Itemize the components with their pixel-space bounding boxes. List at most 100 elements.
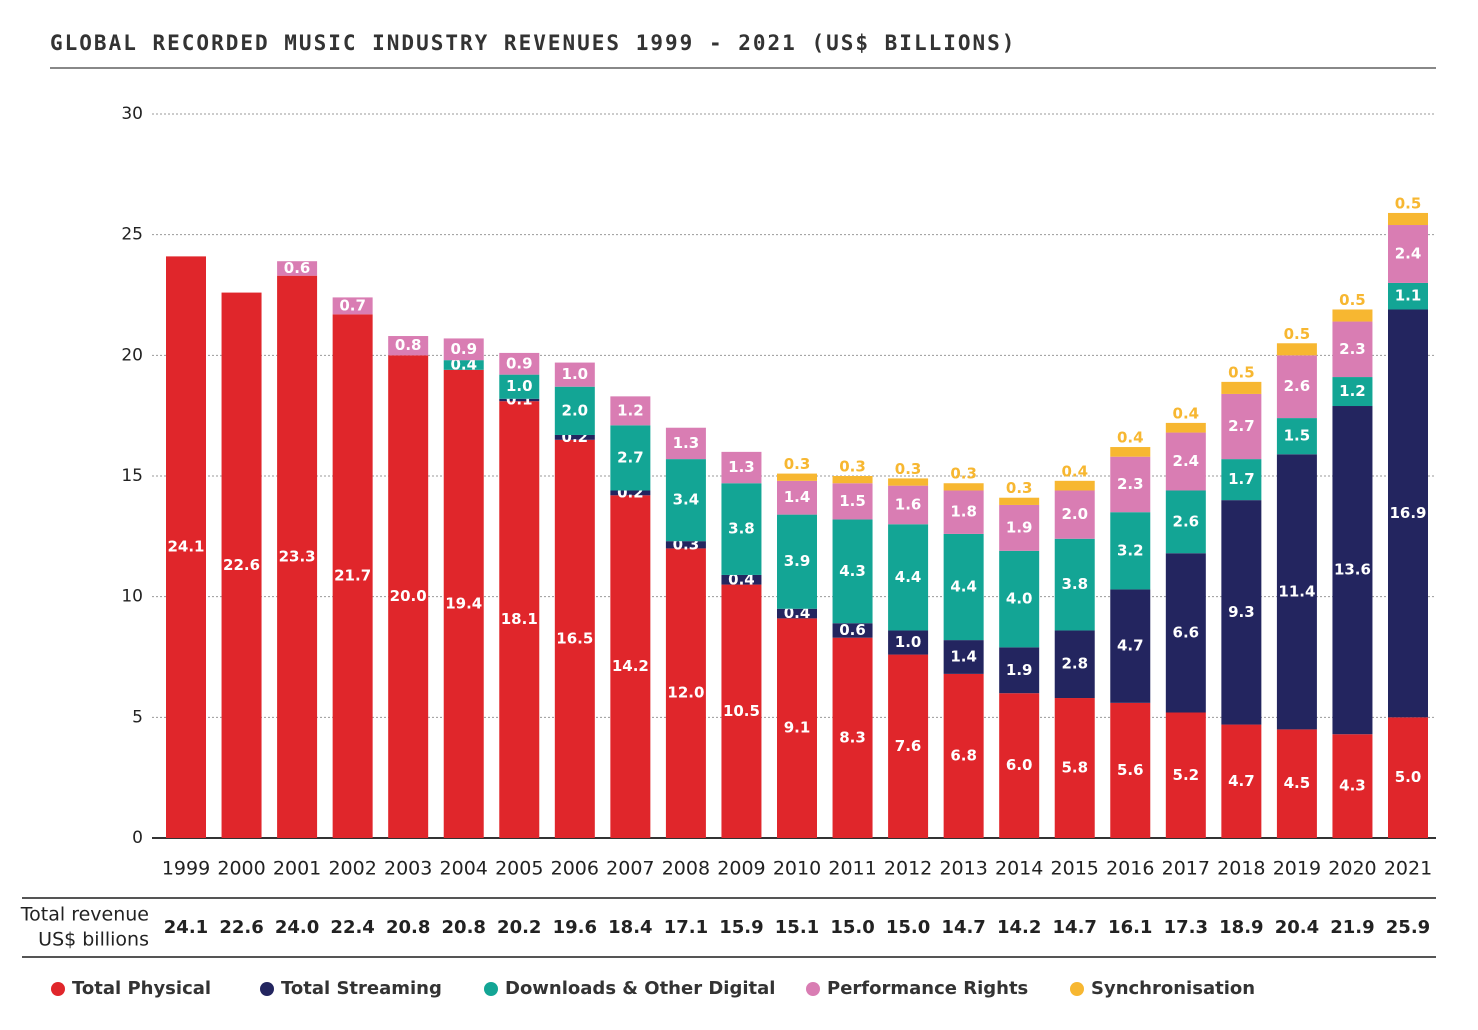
total-label: 18.4 — [608, 917, 652, 938]
bar-segment — [943, 673, 984, 838]
data-label: 6.0 — [1006, 756, 1033, 774]
bar-segment — [777, 618, 817, 838]
x-tick-label: 2015 — [1051, 858, 1099, 880]
bar-segment — [943, 490, 984, 534]
total-label: 24.1 — [164, 917, 208, 938]
total-label: 20.8 — [442, 917, 486, 938]
data-label: 1.4 — [950, 648, 977, 666]
bar-segment — [1054, 490, 1095, 539]
data-label: 2.6 — [1173, 512, 1200, 530]
data-label: 0.6 — [284, 259, 311, 277]
bar-segment — [1221, 393, 1262, 460]
bar-segment — [1054, 630, 1095, 699]
data-label: 0.4 — [1061, 462, 1088, 480]
bar-segment — [1276, 418, 1317, 455]
bar-segment — [1276, 355, 1317, 419]
data-label: 3.8 — [728, 520, 755, 538]
data-label: 0.3 — [839, 458, 866, 476]
totals-label: US$ billions — [38, 929, 149, 951]
data-label: 0.3 — [950, 465, 977, 483]
data-label: 4.7 — [1117, 637, 1144, 655]
data-label: 18.1 — [501, 610, 538, 628]
x-tick-label: 2009 — [717, 858, 765, 880]
data-label: 0.7 — [339, 296, 366, 314]
bar-segment — [554, 386, 595, 435]
data-label: 6.6 — [1173, 623, 1200, 641]
bar-segment — [1165, 490, 1206, 554]
bar-segment — [1388, 309, 1428, 718]
data-label: 7.6 — [895, 737, 922, 755]
data-label: 1.5 — [1284, 427, 1311, 445]
totals-label: Total revenue — [20, 904, 149, 926]
bar-segment — [999, 550, 1040, 648]
data-label: 0.3 — [895, 460, 922, 478]
data-label: 3.8 — [1061, 575, 1088, 593]
bar-segment — [1276, 729, 1317, 838]
data-label: 5.6 — [1117, 761, 1144, 779]
data-label: 2.4 — [1173, 452, 1200, 470]
x-tick-label: 2021 — [1384, 858, 1432, 880]
bar-segment — [1221, 381, 1262, 394]
y-tick-label: 0 — [132, 828, 143, 848]
data-label: 3.9 — [784, 552, 811, 570]
data-label: 1.3 — [673, 434, 700, 452]
total-label: 25.9 — [1386, 917, 1430, 938]
bar-segment — [1110, 512, 1151, 590]
data-label: 1.1 — [1395, 287, 1422, 305]
bar-segment — [943, 483, 984, 491]
total-label: 17.3 — [1164, 917, 1208, 938]
data-label: 19.4 — [445, 594, 482, 612]
bar-segment — [443, 369, 484, 838]
data-label: 16.9 — [1389, 504, 1426, 522]
bar-segment — [1388, 717, 1428, 838]
bar-segment — [665, 541, 706, 549]
bar-segment — [610, 425, 651, 491]
bar-segment — [1276, 454, 1317, 730]
legend-swatch — [51, 982, 65, 996]
data-label: 4.3 — [1339, 777, 1366, 795]
bar-segment — [832, 476, 873, 484]
data-label: 2.7 — [1228, 417, 1255, 435]
data-label: 11.4 — [1278, 582, 1315, 600]
data-label: 0.5 — [1339, 291, 1366, 309]
bar-segment — [943, 640, 984, 674]
bar-segment — [1388, 212, 1428, 226]
data-label: 0.9 — [506, 354, 533, 372]
data-label: 0.5 — [1395, 194, 1422, 212]
data-label: 0.4 — [1173, 404, 1200, 422]
total-label: 15.0 — [830, 917, 874, 938]
data-label: 16.5 — [556, 629, 593, 647]
total-label: 21.9 — [1330, 917, 1374, 938]
data-label: 2.7 — [617, 448, 644, 466]
x-tick-label: 2014 — [995, 858, 1043, 880]
legend-swatch — [806, 982, 820, 996]
total-label: 14.2 — [997, 917, 1041, 938]
bar-segment — [999, 647, 1040, 694]
total-label: 22.4 — [330, 917, 374, 938]
data-label: 1.9 — [1006, 518, 1033, 536]
bar-segment — [610, 396, 651, 426]
data-label: 1.0 — [562, 365, 589, 383]
bar-segment — [610, 495, 651, 838]
bar-segment — [610, 490, 651, 496]
x-tick-label: 2004 — [440, 858, 488, 880]
total-label: 20.8 — [386, 917, 430, 938]
bar-segment — [721, 483, 762, 575]
bar-segment — [1221, 459, 1262, 501]
data-label: 9.3 — [1228, 603, 1255, 621]
x-tick-label: 2011 — [828, 858, 876, 880]
total-label: 15.1 — [775, 917, 819, 938]
bar-segment — [999, 693, 1040, 838]
bar-segment — [554, 439, 595, 838]
x-tick-label: 1999 — [162, 858, 210, 880]
bar-segment — [388, 355, 429, 838]
data-label: 5.8 — [1061, 759, 1088, 777]
legend-label: Performance Rights — [827, 978, 1028, 999]
data-label: 0.8 — [395, 336, 422, 354]
bar-segment — [1054, 538, 1095, 631]
bar-segment — [721, 574, 762, 585]
data-label: 3.2 — [1117, 541, 1144, 559]
bar-segment — [499, 374, 540, 399]
data-label: 4.4 — [950, 578, 977, 596]
y-tick-label: 10 — [121, 587, 143, 607]
